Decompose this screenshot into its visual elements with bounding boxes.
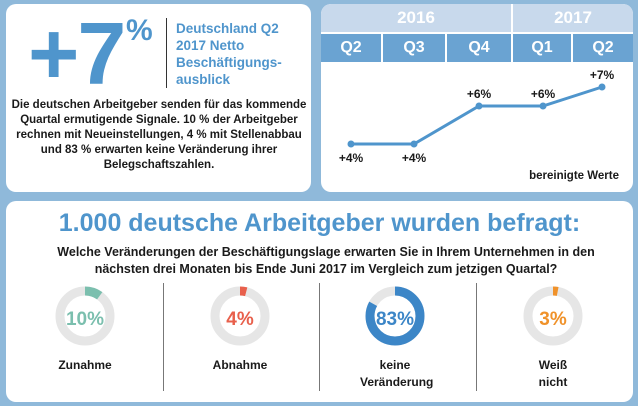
trend-chart-card: 2016 2017 Q2 Q3 Q4 Q1 Q2 +4% +4% +6% +6% +7%… xyxy=(321,4,633,192)
year-2016: 2016 xyxy=(321,4,513,32)
donut-label: Zunahme xyxy=(58,358,112,372)
outlook-card: +7 % Deutschland Q2 2017 Netto Beschäfti… xyxy=(6,4,311,192)
donut-arc xyxy=(523,286,583,346)
donut-ring xyxy=(210,286,270,346)
column-divider xyxy=(476,283,477,391)
donut-label: keine Veränderung xyxy=(360,358,434,389)
quarter-label: Q3 xyxy=(383,34,447,62)
donut-percent: 10% xyxy=(65,309,105,330)
data-label: +7% xyxy=(590,68,615,82)
donut-unknown: 3% Weiß nicht xyxy=(478,283,628,398)
column-divider xyxy=(319,283,320,391)
data-point xyxy=(539,102,547,110)
quarter-header-row: Q2 Q3 Q4 Q1 Q2 xyxy=(321,34,633,62)
donut-percent: 4% xyxy=(226,309,254,330)
data-point xyxy=(598,83,606,91)
quarter-label: Q2 xyxy=(573,34,633,62)
data-label: +6% xyxy=(531,87,556,101)
outlook-big-value: +7 xyxy=(28,4,126,103)
survey-card: 1.000 deutsche Arbeitgeber wurden befrag… xyxy=(6,201,633,402)
donut-increase: 10% Zunahme xyxy=(10,283,160,398)
outlook-description: Die deutschen Arbeitgeber senden für das… xyxy=(11,99,307,171)
donut-label: Abnahme xyxy=(212,358,268,372)
donut-ring xyxy=(55,286,115,346)
trend-line-chart: +4% +4% +6% +6% +7% xyxy=(339,68,615,165)
data-point xyxy=(347,140,355,148)
year-2017: 2017 xyxy=(513,4,633,32)
quarter-label: Q4 xyxy=(447,34,513,62)
survey-question: Welche Veränderungen der Beschäftigungsl… xyxy=(57,245,595,276)
data-label: +6% xyxy=(467,87,492,101)
donut-label: Weiß nicht xyxy=(538,358,568,389)
year-header-row: 2016 2017 xyxy=(321,4,633,32)
data-label: +4% xyxy=(339,151,364,165)
data-point xyxy=(410,140,418,148)
quarter-label: Q2 xyxy=(321,34,383,62)
donut-percent: 83% xyxy=(375,309,415,330)
donut-decrease: 4% Abnahme xyxy=(165,283,315,398)
data-point xyxy=(475,102,483,110)
chart-note: bereinigte Werte xyxy=(529,170,619,182)
donut-arc xyxy=(210,286,270,346)
quarter-label: Q1 xyxy=(513,34,573,62)
donut-no-change: 83% keine Veränderung xyxy=(320,283,470,398)
outlook-headline: Deutschland Q2 2017 Netto Beschäftigungs… xyxy=(176,21,282,87)
column-divider xyxy=(163,283,164,391)
outlook-divider xyxy=(166,18,167,88)
donut-arc xyxy=(365,286,425,346)
survey-title: 1.000 deutsche Arbeitgeber wurden befrag… xyxy=(58,209,581,237)
outlook-big-sign: % xyxy=(126,14,153,47)
donut-arc xyxy=(55,286,115,346)
donut-percent: 3% xyxy=(539,309,567,330)
data-label: +4% xyxy=(402,151,427,165)
donut-ring xyxy=(365,286,425,346)
donut-ring xyxy=(523,286,583,346)
